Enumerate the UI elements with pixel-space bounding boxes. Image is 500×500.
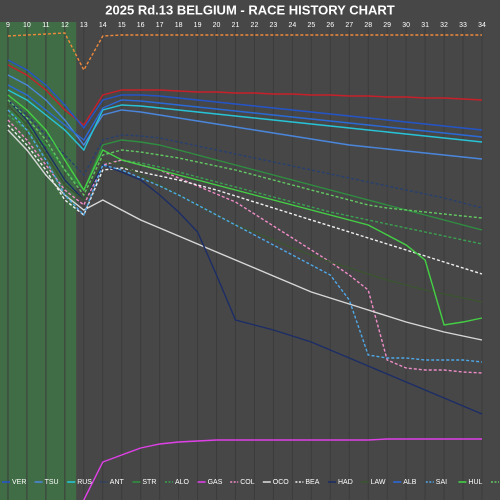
x-tick-label: 33 [459,22,467,29]
legend-label: GAS [208,479,223,486]
legend-label: BEA [305,479,319,486]
x-tick-label: 20 [213,22,221,29]
legend-label: OCO [273,479,290,486]
x-tick-label: 17 [156,22,164,29]
x-tick-label: 11 [42,22,49,29]
x-tick-label: 34 [478,22,486,29]
x-tick-label: 22 [251,22,259,29]
x-tick-label: 27 [345,22,353,29]
x-tick-label: 25 [307,22,315,29]
series-line [7,84,483,142]
legend-label: ALB [403,479,417,486]
series-line [7,94,483,326]
x-tick-label: 29 [383,22,391,29]
x-tick-label: 12 [61,22,69,29]
x-tick-label: 32 [440,22,448,29]
legend-label: HAD [338,479,353,486]
legend-label: ANT [110,479,125,486]
series-line [7,104,483,303]
x-tick-label: 28 [364,22,372,29]
x-tick-label: 13 [80,22,88,29]
legend-label: VER [12,479,26,486]
x-tick-label: 24 [288,22,296,29]
legend-label: COL [240,479,255,486]
x-tick-label: 14 [99,22,107,29]
legend-label: SAI [436,479,447,486]
legend-label: HUL [468,479,482,486]
series-line [7,89,483,152]
series-line [7,74,483,160]
series-line [7,32,482,72]
chart-title: 2025 Rd.13 BELGIUM - RACE HISTORY CHART [105,2,394,17]
x-tick-label: 30 [402,22,410,29]
x-tick-label: 23 [270,22,278,29]
series-line [7,99,483,219]
x-tick-label: 9 [6,22,10,29]
x-tick-label: 26 [326,22,334,29]
x-tick-label: 15 [118,22,126,29]
legend-label: STR [142,479,156,486]
x-tick-label: 19 [194,22,202,29]
x-tick-label: 18 [175,22,183,29]
series-line [7,124,483,275]
legend-label: ALO [175,479,190,486]
x-tick-label: 21 [232,22,240,29]
series-line [7,99,483,209]
x-tick-label: 31 [421,22,429,29]
plot-area [0,22,483,500]
highlight-region [0,22,77,500]
legend-label: TSU [45,479,59,486]
series-line [83,438,482,500]
series-line [7,109,483,363]
series-line [7,119,483,374]
legend-label: LAW [371,479,386,486]
series-line [7,64,483,127]
series-line [7,59,483,131]
x-tick-label: 10 [23,22,31,29]
legend-label: RUS [77,479,92,486]
x-tick-label: 16 [137,22,145,29]
